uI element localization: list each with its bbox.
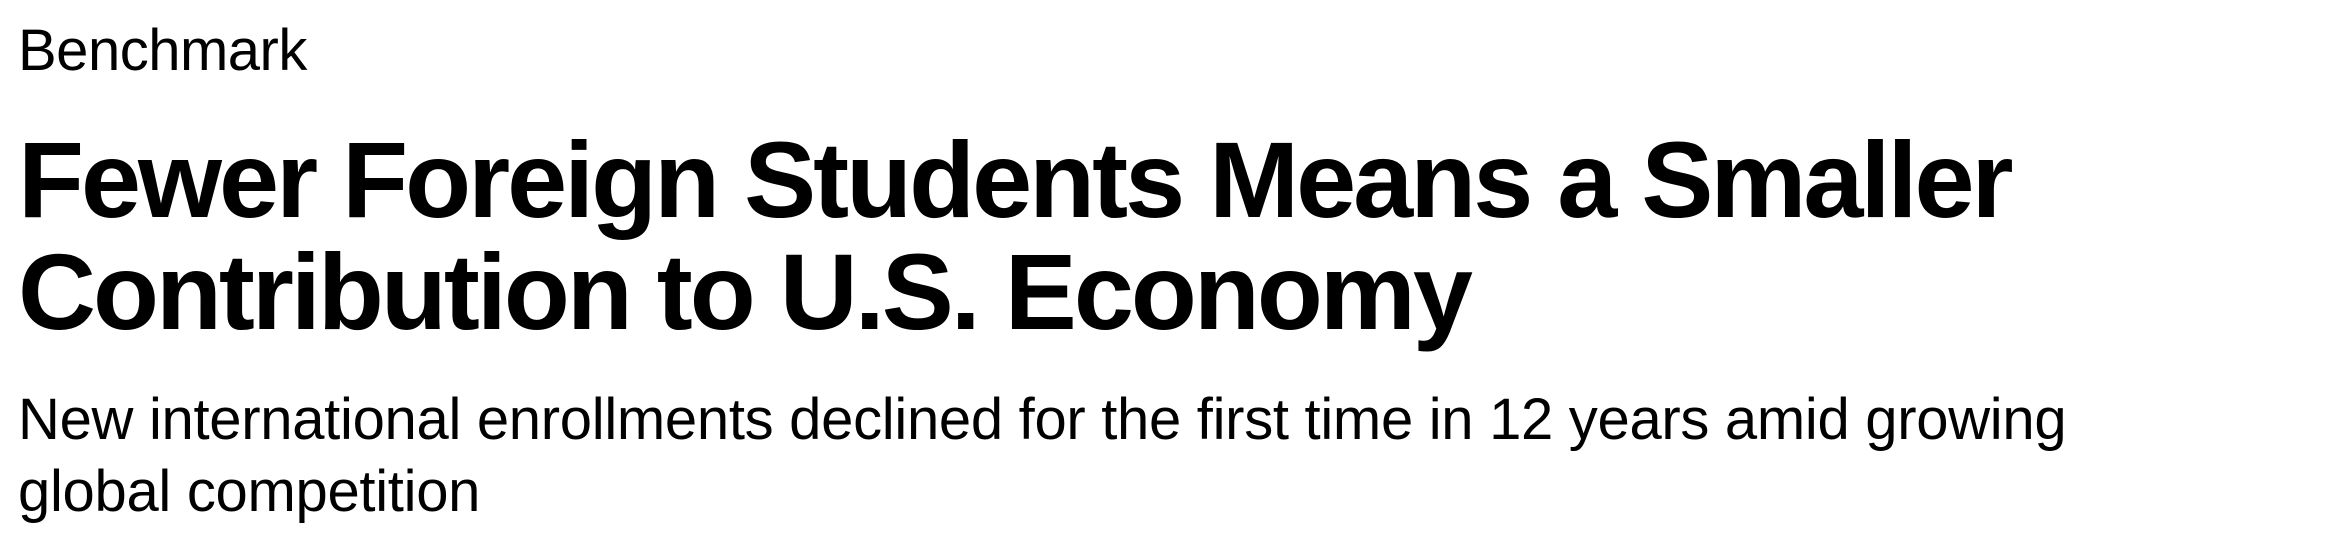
article-dek: New international enrollments declined f… bbox=[18, 387, 2067, 524]
article-header: Benchmark Fewer Foreign Students Means a… bbox=[18, 0, 2318, 528]
section-kicker[interactable]: Benchmark bbox=[18, 18, 307, 83]
article-headline: Fewer Foreign Students Means a Smaller C… bbox=[18, 119, 2014, 352]
